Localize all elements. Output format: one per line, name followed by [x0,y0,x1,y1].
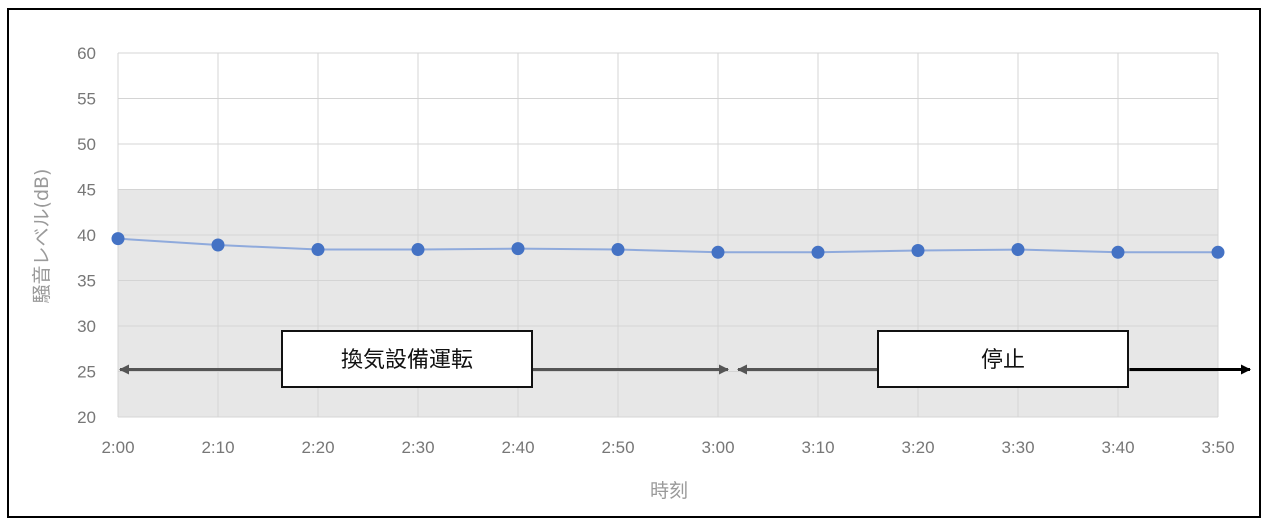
x-tick-label: 2:20 [301,438,334,457]
x-tick-label: 2:30 [401,438,434,457]
x-tick-label: 2:40 [501,438,534,457]
data-point [811,245,825,259]
annotation-box [281,330,533,388]
x-tick-label: 3:00 [701,438,734,457]
y-tick-label: 30 [77,317,96,336]
annotation-label: 停止 [981,348,1025,373]
y-axis-title: 騒音レベル(dB) [31,169,53,304]
data-point [1011,243,1025,257]
data-point [211,238,225,252]
annotation-box [877,330,1129,388]
y-tick-label: 60 [77,44,96,63]
x-tick-label: 2:10 [201,438,234,457]
x-tick-label: 3:50 [1201,438,1234,457]
data-point [511,242,525,256]
data-point [411,243,425,257]
y-tick-label: 50 [77,135,96,154]
x-tick-label: 2:50 [601,438,634,457]
noise-level-chart: 20 25 30 35 40 45 50 55 60 2:00 2:10 2:20 2:30 2:40 2… [31,44,1251,502]
x-tick-label: 3:10 [801,438,834,457]
data-point [611,243,625,257]
data-point [711,245,725,259]
y-tick-label: 20 [77,408,96,427]
data-point [111,232,125,246]
x-tick-label: 3:40 [1101,438,1134,457]
x-tick-label: 2:00 [101,438,134,457]
annotation-label: 換気設備運転 [341,348,473,373]
data-point [311,243,325,257]
series-line [117,237,1218,254]
x-axis-title: 時刻 [650,480,688,502]
y-tick-label: 35 [77,272,96,291]
y-tick-label: 40 [77,226,96,245]
y-tick-label: 45 [77,181,96,200]
data-point [911,243,925,257]
x-tick-label: 3:30 [1001,438,1034,457]
y-tick-label: 55 [77,90,96,109]
x-tick-label: 3:20 [901,438,934,457]
y-tick-label: 25 [77,363,96,382]
data-point [1111,245,1125,259]
data-point [1211,245,1225,259]
